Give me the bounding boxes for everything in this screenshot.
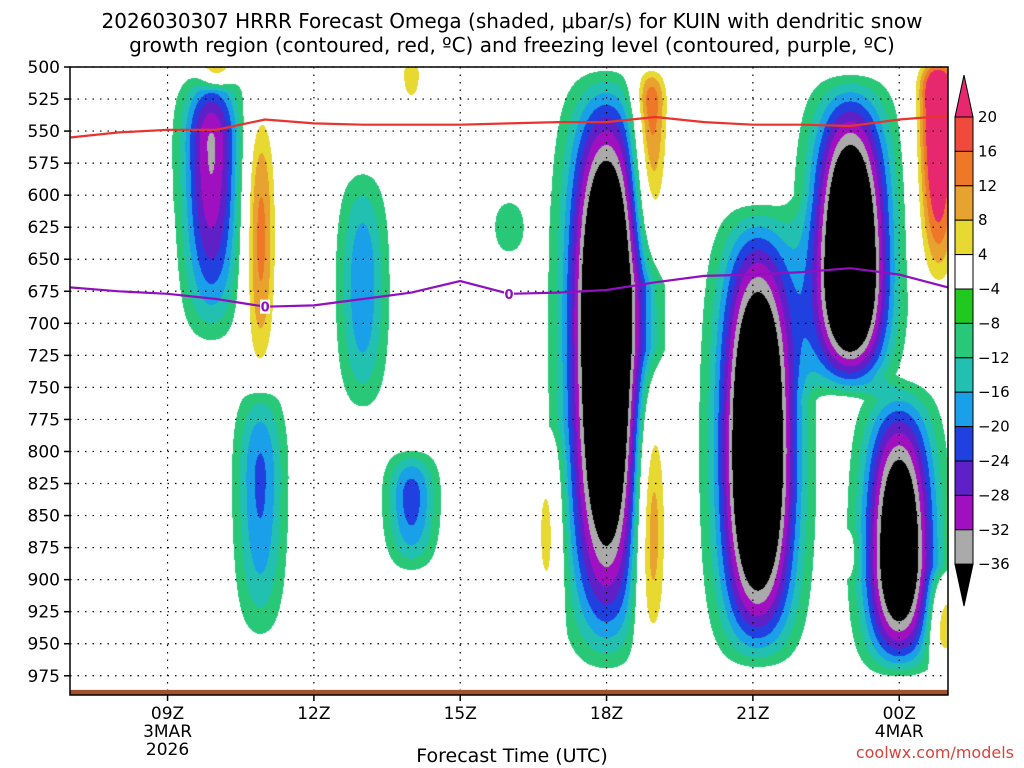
x-tick-label: 09Z bbox=[151, 704, 184, 724]
credit-text: coolwx.com/models bbox=[855, 743, 1014, 762]
y-tick-label: 600 bbox=[28, 186, 60, 206]
ground-bar bbox=[70, 689, 948, 695]
colorbar-box bbox=[954, 391, 974, 428]
y-tick-label: 750 bbox=[28, 378, 60, 398]
y-tick-label: 500 bbox=[28, 58, 60, 78]
chart-title-line2: growth region (contoured, red, ºC) and f… bbox=[129, 33, 895, 57]
x-tick-label: 4MAR bbox=[875, 722, 924, 742]
colorbar-box bbox=[954, 322, 974, 359]
colorbar-label: −36 bbox=[978, 555, 1010, 573]
y-tick-label: 975 bbox=[28, 667, 60, 687]
freezing-level-label: 0 bbox=[504, 288, 513, 303]
colorbar-label: −4 bbox=[978, 280, 1000, 298]
dgz-contour-red bbox=[70, 114, 948, 139]
x-axis-label: Forecast Time (UTC) bbox=[416, 745, 608, 767]
colorbar-box bbox=[954, 219, 974, 256]
colorbar-label: 20 bbox=[978, 108, 997, 126]
colorbar-box bbox=[954, 494, 974, 531]
y-tick-label: 550 bbox=[28, 122, 60, 142]
colorbar-label: −8 bbox=[978, 314, 1000, 332]
y-axis: 500 525 550 575 600 625 650 675 700 725 750 775 800 8… bbox=[28, 58, 70, 687]
chart-title-line1: 2026030307 HRRR Forecast Omega (shaded, … bbox=[101, 9, 923, 33]
colorbar-label: −16 bbox=[978, 383, 1010, 401]
colorbar-box bbox=[954, 357, 974, 393]
y-tick-label: 700 bbox=[28, 314, 60, 334]
colorbar-label: −28 bbox=[978, 486, 1010, 504]
colorbar-box bbox=[954, 150, 974, 187]
y-tick-label: 675 bbox=[28, 282, 60, 302]
y-tick-label: 875 bbox=[28, 539, 60, 559]
colorbar-bottom-arrow bbox=[954, 563, 974, 607]
dgz-top-contour-red bbox=[119, 62, 558, 65]
freezing-level-label: 0 bbox=[261, 301, 270, 316]
x-tick-label: 15Z bbox=[444, 704, 477, 724]
plot-frame bbox=[69, 66, 949, 696]
colorbar-label: −24 bbox=[978, 452, 1010, 470]
colorbar-box bbox=[954, 460, 974, 496]
x-tick-label: 12Z bbox=[297, 704, 330, 724]
y-tick-label: 850 bbox=[28, 507, 60, 527]
colorbar-box bbox=[954, 185, 974, 221]
y-tick-label: 925 bbox=[28, 603, 60, 623]
y-tick-label: 950 bbox=[28, 635, 60, 655]
colorbar-box bbox=[954, 116, 974, 152]
colorbar: 20 16 12 8 4 −4 −8 −12 −16 −20 −24 −28 −32 −36 bbox=[954, 74, 1010, 607]
omega-shaded-field bbox=[70, 67, 948, 695]
colorbar-label: −12 bbox=[978, 349, 1010, 367]
y-tick-label: 900 bbox=[28, 571, 60, 591]
colorbar-label: 12 bbox=[978, 177, 997, 195]
colorbar-label: −20 bbox=[978, 418, 1010, 436]
y-tick-label: 575 bbox=[28, 154, 60, 174]
y-tick-label: 825 bbox=[28, 475, 60, 495]
colorbar-box bbox=[954, 426, 974, 462]
colorbar-top-arrow bbox=[954, 74, 974, 118]
y-tick-label: 775 bbox=[28, 410, 60, 430]
y-tick-label: 625 bbox=[28, 218, 60, 238]
colorbar-box bbox=[954, 288, 974, 324]
y-tick-label: 725 bbox=[28, 346, 60, 366]
contour-layer: 00 bbox=[70, 62, 948, 316]
colorbar-label: 4 bbox=[978, 246, 988, 264]
x-tick-label: 2026 bbox=[146, 740, 189, 760]
y-tick-label: 800 bbox=[28, 442, 60, 462]
freezing-label-bg bbox=[260, 299, 271, 314]
colorbar-box bbox=[954, 529, 974, 565]
y-tick-label: 650 bbox=[28, 250, 60, 270]
x-tick-label: 18Z bbox=[590, 704, 623, 724]
x-tick-label: 00Z bbox=[883, 704, 916, 724]
colorbar-box bbox=[954, 254, 974, 290]
colorbar-label: −32 bbox=[978, 521, 1010, 539]
colorbar-label: 16 bbox=[978, 142, 997, 160]
x-tick-label: 3MAR bbox=[143, 722, 192, 742]
colorbar-label: 8 bbox=[978, 211, 988, 229]
x-tick-label: 21Z bbox=[736, 704, 769, 724]
freezing-label-bg bbox=[504, 286, 514, 301]
y-tick-label: 525 bbox=[28, 90, 60, 110]
